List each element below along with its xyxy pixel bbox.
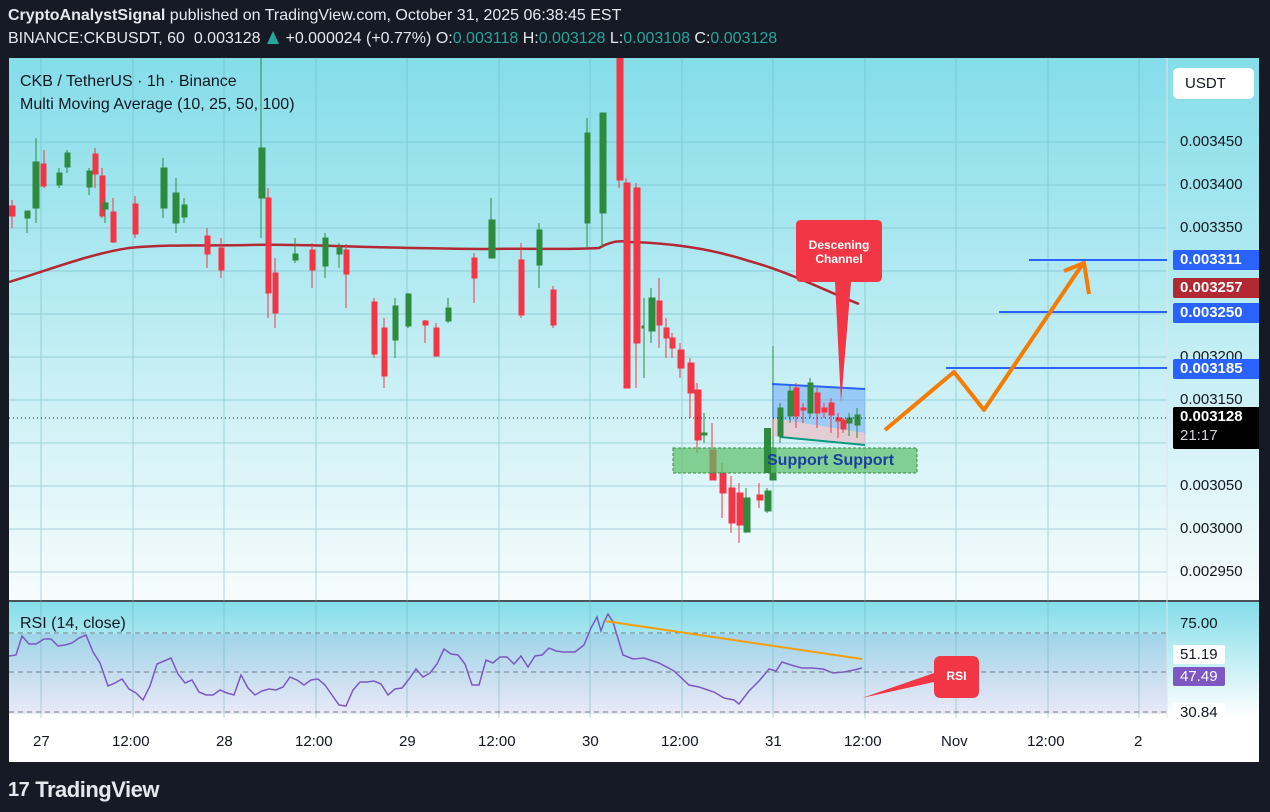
- rsi-value-tag: 47.49: [1173, 667, 1225, 686]
- rsi-band: [9, 634, 1167, 714]
- support-zone[interactable]: [672, 447, 918, 474]
- target-3-tag[interactable]: 0.003185: [1173, 359, 1259, 379]
- rsi-lower: 30.84: [1173, 703, 1225, 722]
- time-tick: 27: [33, 733, 50, 750]
- price-tick: 0.003150: [1180, 391, 1243, 408]
- target-2-tag[interactable]: 0.003250: [1173, 303, 1259, 323]
- chart-frame[interactable]: CKB / TetherUS · 1h · Binance Multi Movi…: [9, 58, 1259, 762]
- up-triangle-icon: [267, 31, 280, 44]
- descending-callout-text: Descening Channel: [796, 238, 882, 266]
- time-tick: 28: [216, 733, 233, 750]
- close-value: 0.003128: [710, 30, 778, 47]
- time-axis[interactable]: [9, 718, 1259, 762]
- time-tick: 2: [1134, 733, 1143, 750]
- tradingview-mark-icon: 17: [8, 778, 30, 801]
- descending-callout[interactable]: [796, 220, 882, 403]
- time-tick: 12:00: [112, 733, 150, 750]
- low-label: L:: [609, 30, 624, 47]
- symbol: BINANCE:CKBUSDT, 60: [8, 30, 185, 47]
- time-tick: 12:00: [1027, 733, 1065, 750]
- arrow-head-icon: [1063, 261, 1091, 295]
- rsi-callout[interactable]: [862, 656, 979, 698]
- ma100-line: [9, 240, 860, 306]
- author-name[interactable]: CryptoAnalystSignal: [8, 7, 166, 24]
- tradingview-logo[interactable]: 17 TradingView: [8, 777, 159, 803]
- price-tick: 0.003050: [1180, 477, 1243, 494]
- support-candle: [764, 428, 771, 473]
- open-value: 0.003118: [452, 30, 519, 47]
- price-tick: 0.003400: [1180, 176, 1243, 193]
- rsi-trendline[interactable]: [604, 620, 863, 660]
- ma-price-tag[interactable]: 0.003257: [1173, 278, 1259, 298]
- rsi-ma-tag: 51.19: [1173, 645, 1225, 664]
- last-price: 0.003128: [193, 30, 261, 47]
- high-label: H:: [522, 30, 539, 47]
- channel-candles: [777, 378, 861, 443]
- symbol-info: BINANCE:CKBUSDT, 60 0.003128 +0.000024 (…: [8, 30, 777, 48]
- support-label: Support Support: [767, 452, 895, 469]
- current-price-tag[interactable]: 0.003128 21:17: [1173, 407, 1259, 449]
- target-1-tag[interactable]: 0.003311: [1173, 250, 1259, 270]
- price-change: +0.000024 (+0.77%): [285, 30, 432, 47]
- ma-legend[interactable]: Multi Moving Average (10, 25, 50, 100): [20, 96, 295, 113]
- symbol-legend[interactable]: CKB / TetherUS · 1h · Binance: [20, 73, 237, 90]
- publish-info: CryptoAnalystSignal published on Trading…: [8, 7, 621, 25]
- time-tick: 12:00: [844, 733, 882, 750]
- time-tick: 12:00: [478, 733, 516, 750]
- callout-line-1: Descening: [808, 238, 870, 252]
- rsi-line: [9, 612, 863, 707]
- rsi-callout-text: RSI: [946, 669, 967, 683]
- currency-button[interactable]: USDT: [1173, 68, 1254, 99]
- target-lines[interactable]: [946, 259, 1167, 369]
- time-tick: 12:00: [295, 733, 333, 750]
- price-tick: 0.002950: [1180, 563, 1243, 580]
- price-tick: 0.003000: [1180, 520, 1243, 537]
- rsi-legend[interactable]: RSI (14, close): [20, 615, 126, 632]
- high-value: 0.003128: [538, 30, 606, 47]
- time-tick: 12:00: [661, 733, 699, 750]
- projection-arrow[interactable]: [883, 260, 1086, 432]
- price-tick: 0.003450: [1180, 133, 1243, 150]
- current-price: 0.003128: [1180, 408, 1243, 425]
- bar-countdown: 21:17: [1180, 427, 1218, 444]
- publish-date: published on TradingView.com, October 31…: [165, 7, 622, 24]
- price-tick: 0.003350: [1180, 219, 1243, 236]
- close-label: C:: [694, 30, 711, 47]
- low-value: 0.003108: [623, 30, 690, 47]
- chart-canvas[interactable]: [9, 58, 1259, 762]
- footer: 17 TradingView: [0, 762, 1270, 812]
- time-tick: 30: [582, 733, 599, 750]
- open-label: O:: [435, 30, 453, 47]
- time-tick: 31: [765, 733, 782, 750]
- time-tick: Nov: [941, 733, 968, 750]
- callout-line-2: Channel: [815, 252, 863, 266]
- publish-header: CryptoAnalystSignal published on Trading…: [0, 0, 1270, 58]
- rsi-upper: 75.00: [1180, 615, 1218, 632]
- brand-name: TradingView: [35, 777, 159, 802]
- time-tick: 29: [399, 733, 416, 750]
